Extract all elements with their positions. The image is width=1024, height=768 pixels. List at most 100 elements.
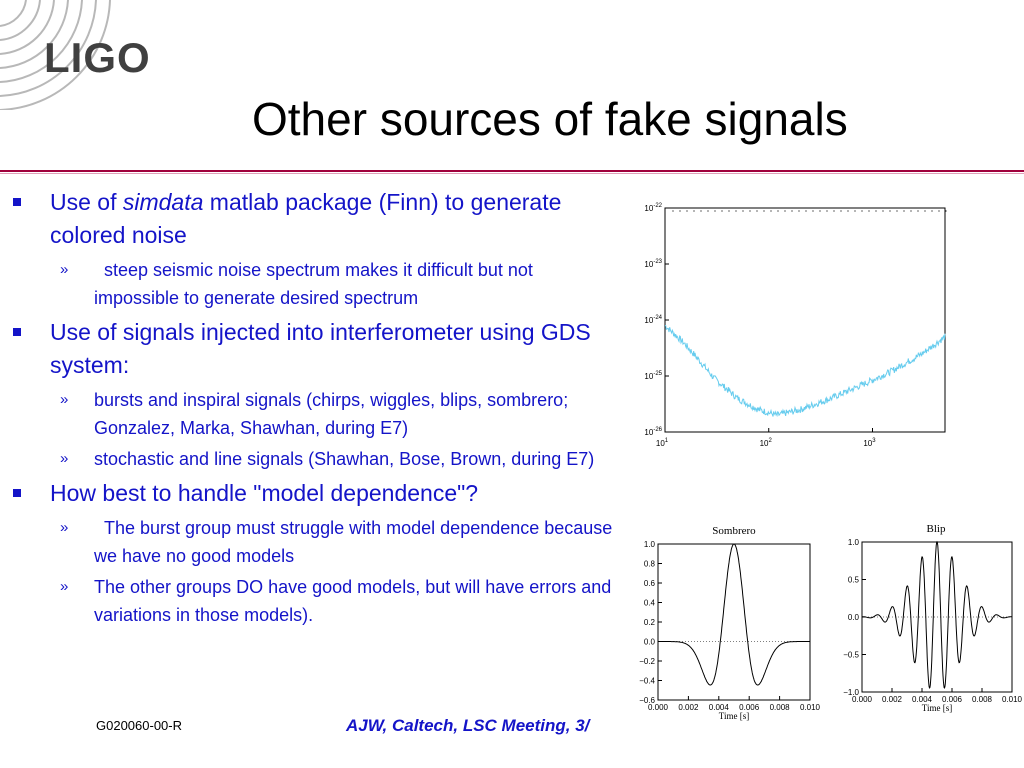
- spectrum-y-tick-label: 10-25: [644, 371, 662, 381]
- spectrum-top-dot: [756, 210, 758, 212]
- somb-y-tick-label: 0.6: [644, 579, 656, 588]
- bullet-2: Use of signals injected into interferome…: [0, 316, 625, 382]
- somb-x-tick-label: 0.002: [678, 703, 699, 712]
- spectrum-top-dot: [735, 210, 737, 212]
- sub-bullet-2-1: » bursts and inspiral signals (chirps, w…: [0, 386, 625, 442]
- spectrum-top-dot: [903, 210, 905, 212]
- spectrum-top-dot: [938, 210, 940, 212]
- spectrum-plot-frame: [664, 207, 946, 433]
- spectrum-top-dot: [777, 210, 779, 212]
- spectrum-top-dot: [945, 210, 947, 212]
- spectrum-top-dot: [728, 210, 730, 212]
- spectrum-top-dot: [679, 210, 681, 212]
- logo-text: LIGO: [44, 34, 151, 81]
- sub-bullet-3-1-text: The burst group must struggle with model…: [94, 518, 618, 566]
- somb-x-tick-label: 0.000: [648, 703, 669, 712]
- spectrum-top-dot: [693, 210, 695, 212]
- sub-bullet-marker: »: [60, 450, 69, 467]
- blip-y-tick-label: 0.5: [848, 576, 860, 585]
- sub-bullet-marker: »: [60, 578, 69, 595]
- title-divider: [0, 170, 1024, 172]
- spectrum-x-tick-label: 101: [656, 438, 669, 448]
- somb-y-tick-label: 0.0: [644, 638, 656, 647]
- blip-title: Blip: [927, 523, 946, 535]
- somb-x-tick-label: 0.010: [800, 703, 821, 712]
- spectrum-top-dot: [896, 210, 898, 212]
- spectrum-top-dot: [931, 210, 933, 212]
- spectrum-top-dot: [833, 210, 835, 212]
- blip-y-tick-label: −1.0: [843, 688, 859, 697]
- spectrum-y-tick-label: 10-22: [644, 203, 662, 213]
- somb-y-tick-label: −0.4: [639, 677, 655, 686]
- spectrum-top-dot: [924, 210, 926, 212]
- spectrum-top-dot: [861, 210, 863, 212]
- spectrum-x-tick-label: 102: [760, 438, 773, 448]
- spectrum-top-dot: [854, 210, 856, 212]
- spectrum-top-dot: [798, 210, 800, 212]
- spectrum-top-dot: [791, 210, 793, 212]
- blip-x-tick-label: 0.008: [972, 695, 993, 704]
- somb-y-tick-label: 0.4: [644, 599, 656, 608]
- sub-bullet-2-2-text: stochastic and line signals (Shawhan, Bo…: [94, 449, 595, 469]
- sombrero-xlabel: Time [s]: [719, 711, 749, 721]
- spectrum-top-dot: [868, 210, 870, 212]
- blip-y-tick-label: 0.0: [848, 613, 860, 622]
- bullet-square-icon: [13, 328, 21, 336]
- bullet-1-text-end: matlab package (Finn) to generate colore…: [50, 189, 562, 248]
- spectrum-plot: 10-22 10-23 10-24 10-25 10-26 101 102 103: [644, 203, 947, 448]
- bullet-3: How best to handle "model dependence"?: [0, 477, 625, 510]
- sombrero-series-line: [658, 543, 810, 686]
- spectrum-top-dot: [707, 210, 709, 212]
- sub-bullet-marker: »: [60, 519, 69, 536]
- spectrum-y-tick-label: 10-24: [644, 315, 662, 325]
- blip-series-line: [862, 540, 1012, 689]
- bullet-square-icon: [13, 489, 21, 497]
- bullet-2-text: Use of signals injected into interferome…: [50, 319, 591, 378]
- spectrum-top-dot: [889, 210, 891, 212]
- bullet-square-icon: [13, 198, 21, 206]
- spectrum-top-dot: [826, 210, 828, 212]
- spectrum-y-tick-label: 10-26: [644, 427, 662, 437]
- somb-x-tick-label: 0.006: [739, 703, 760, 712]
- spectrum-y-tick-label: 10-23: [644, 259, 662, 269]
- sub-bullet-2-1-text: bursts and inspiral signals (chirps, wig…: [94, 390, 569, 438]
- somb-y-tick-label: 0.8: [644, 560, 656, 569]
- blip-plot: Blip 1.0 0.5 0.0 −0.5 −1.00.000 0.002 0.004 0.0…: [843, 523, 1023, 713]
- blip-xlabel: Time [s]: [922, 703, 952, 713]
- sombrero-plot: Sombrero 1.00.80.60.40.20.0−0.2−0.4−0.60…: [639, 525, 821, 721]
- spectrum-top-dot: [749, 210, 751, 212]
- blip-x-tick-label: 0.010: [1002, 695, 1023, 704]
- spectrum-top-dot: [840, 210, 842, 212]
- somb-x-tick-label: 0.004: [709, 703, 730, 712]
- blip-x-tick-label: 0.006: [942, 695, 963, 704]
- spectrum-top-dot: [700, 210, 702, 212]
- bullet-1-emphasis: simdata: [122, 189, 204, 215]
- somb-y-tick-label: −0.2: [639, 657, 655, 666]
- blip-x-tick-label: 0.004: [912, 695, 933, 704]
- spectrum-top-dot: [917, 210, 919, 212]
- blip-y-tick-label: 1.0: [848, 538, 860, 547]
- spectrum-top-dot: [812, 210, 814, 212]
- blip-x-tick-label: 0.000: [852, 695, 873, 704]
- spectrum-top-dot: [882, 210, 884, 212]
- spectrum-top-dot: [721, 210, 723, 212]
- spectrum-top-dot: [784, 210, 786, 212]
- bullet-list: Use of simdata matlab package (Finn) to …: [0, 186, 625, 632]
- sombrero-title: Sombrero: [712, 525, 756, 537]
- spectrum-top-dot: [714, 210, 716, 212]
- spectrum-top-dot: [742, 210, 744, 212]
- spectrum-top-dot: [847, 210, 849, 212]
- title-divider-shadow: [0, 173, 1024, 174]
- bullet-1-text: Use of: [50, 189, 123, 215]
- document-id: G020060-00-R: [96, 718, 182, 733]
- sub-bullet-3-1: » The burst group must struggle with mod…: [0, 514, 625, 570]
- somb-y-tick-label: −0.6: [639, 696, 655, 705]
- bullet-3-text: How best to handle "model dependence"?: [50, 480, 479, 506]
- slide-title: Other sources of fake signals: [252, 93, 848, 145]
- sombrero-frame: [657, 543, 811, 701]
- sub-bullet-3-2-text: The other groups DO have good models, bu…: [94, 577, 612, 625]
- sub-bullet-marker: »: [60, 261, 69, 278]
- spectrum-top-dot: [686, 210, 688, 212]
- spectrum-x-tick-label: 103: [863, 438, 876, 448]
- spectrum-top-dot: [875, 210, 877, 212]
